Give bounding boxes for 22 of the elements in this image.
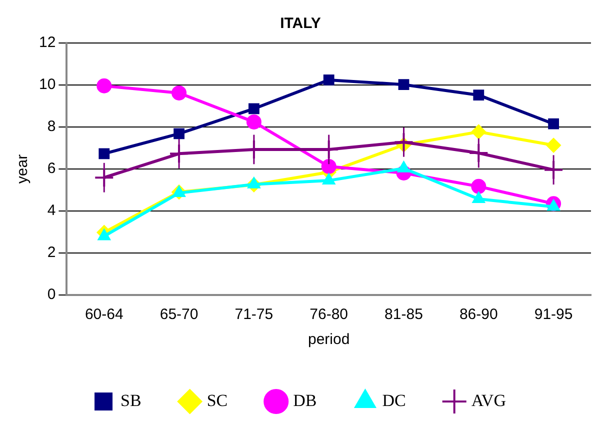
- y-tick-label: 4: [47, 202, 56, 220]
- y-tick-label: 0: [47, 286, 56, 304]
- y-tick-label: 2: [47, 244, 56, 262]
- x-tick-label: 60-64: [84, 306, 124, 324]
- y-tick-label: 10: [38, 76, 56, 94]
- y-tick-label: 8: [47, 118, 56, 136]
- x-axis-title: period: [308, 331, 350, 348]
- y-tick-label: 6: [47, 160, 56, 178]
- legend-label: DB: [293, 390, 317, 410]
- x-tick-label: 81-85: [384, 306, 423, 324]
- legend-label: AVG: [471, 390, 506, 410]
- x-tick-label: 76-80: [310, 306, 348, 324]
- y-tick-label: 12: [38, 34, 56, 52]
- y-axis-title: year: [14, 154, 32, 184]
- legend-label: SC: [206, 390, 228, 410]
- legend-label: SB: [120, 390, 142, 410]
- chart-title: ITALY: [280, 15, 321, 32]
- x-tick-label: 91-95: [534, 306, 573, 324]
- x-tick-label: 65-70: [160, 306, 198, 324]
- legend-label: DC: [382, 390, 406, 410]
- x-tick-label: 71-75: [234, 306, 274, 324]
- x-tick-label: 86-90: [459, 306, 498, 324]
